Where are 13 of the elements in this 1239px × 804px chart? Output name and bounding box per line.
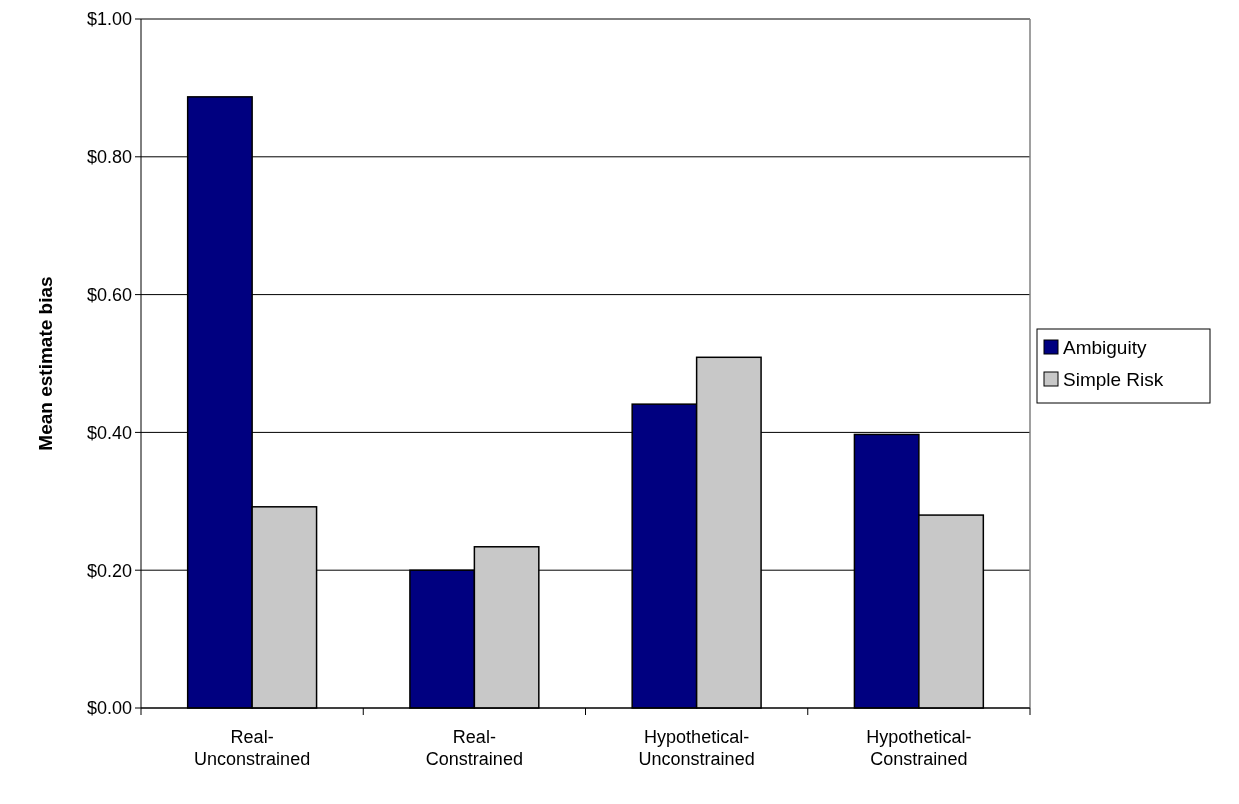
y-tick-label: $0.40 [86,422,132,443]
y-tick-label: $0.80 [86,147,132,168]
y-tick-label: $0.00 [86,698,132,719]
x-tick-label: Real- Unconstrained [194,727,311,769]
y-tick-label: $1.00 [86,9,132,30]
y-tick-label: $0.20 [86,560,132,581]
x-tick-label: Hypothetical- Constrained [866,727,972,769]
y-tick-label: $0.60 [86,284,132,305]
x-tick-label: Hypothetical- Unconstrained [638,727,755,769]
legend-label: Simple Risk [1063,368,1164,390]
legend-label: Ambiguity [1063,336,1147,358]
y-axis-title: Mean estimate bias [35,276,56,451]
x-tick-label: Real- Constrained [425,727,523,769]
